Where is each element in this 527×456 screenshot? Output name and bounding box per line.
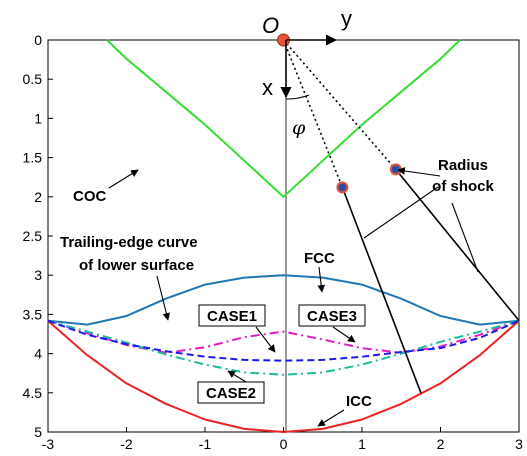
y-tick-label: 1.5: [23, 150, 43, 166]
x-tick-label: 2: [437, 436, 445, 452]
trailing-label-line1: Trailing-edge curve: [60, 234, 198, 251]
ticks-layer: -3 -2 -1 0 1 2 3 0 0.5 1 1.5 2 2.5 3 3.5 4 4.5 5: [23, 32, 524, 452]
y-tick-label: 2: [34, 189, 42, 205]
case1-arrow: [255, 326, 276, 353]
curve-icc: [47, 319, 520, 433]
y-tick-label: 4: [34, 346, 42, 362]
radius-pointer-b: [451, 202, 479, 273]
shock-point-2: [389, 163, 402, 176]
y-tick-label: 1: [34, 110, 42, 126]
case2-label: CASE2: [206, 385, 256, 402]
curve-case2: [47, 319, 520, 376]
curve-fcc: [47, 274, 520, 326]
trailing-label-line2: of lower surface: [79, 257, 194, 274]
x-tick-label: 0: [280, 436, 288, 452]
trailing-arrow: [156, 275, 171, 321]
y-tick-label: 0.5: [23, 71, 43, 87]
y-tick-label: 0: [34, 32, 42, 48]
case3-label-box: [298, 304, 366, 327]
shock-point-1: [336, 181, 349, 194]
radius-arrow-1: [397, 167, 441, 177]
curves-layer: [47, 39, 520, 433]
case1-label: CASE1: [207, 308, 257, 325]
x-tick-label: -2: [120, 436, 133, 452]
y-tick-label: 3: [34, 267, 42, 283]
y-tick-label: 3.5: [23, 306, 43, 322]
case1-label-box: [198, 304, 266, 327]
angle-label: φ: [292, 117, 306, 139]
ray-2: [282, 39, 397, 170]
radius-label-line2: of shock: [432, 178, 494, 195]
ray-1: [282, 39, 344, 188]
angle-arc: [285, 94, 310, 100]
x-tick-label: 1: [358, 436, 366, 452]
case3-arrow: [332, 326, 356, 343]
coc-arrow: [108, 169, 139, 189]
fcc-arrow: [317, 266, 325, 293]
ray-3: [341, 187, 422, 394]
x-tick-label: -3: [42, 436, 55, 452]
icc-arrow: [317, 409, 345, 427]
y-tick-label: 2.5: [23, 228, 43, 244]
coc-label: COC: [73, 188, 107, 205]
rays-layer: [282, 39, 520, 394]
y-tick-label: 4.5: [23, 385, 43, 401]
origin-label: O: [262, 13, 279, 38]
x-axis-label: x: [262, 75, 273, 100]
curve-case1: [47, 319, 520, 354]
radius-pointer-a: [363, 186, 439, 239]
curve-coc: [106, 39, 461, 198]
y-axis-label: y: [341, 6, 352, 31]
ray-4: [395, 168, 520, 322]
icc-label: ICC: [346, 393, 372, 410]
case3-label: CASE3: [307, 308, 357, 325]
case2-label-box: [197, 381, 265, 404]
curve-case3: [47, 319, 520, 362]
points-layer: [277, 33, 402, 194]
radius-label-line1: Radius: [438, 157, 488, 174]
x-tick-label: 3: [515, 436, 523, 452]
fcc-label: FCC: [304, 250, 335, 267]
x-tick-label: -1: [199, 436, 212, 452]
y-tick-label: 5: [34, 424, 42, 440]
